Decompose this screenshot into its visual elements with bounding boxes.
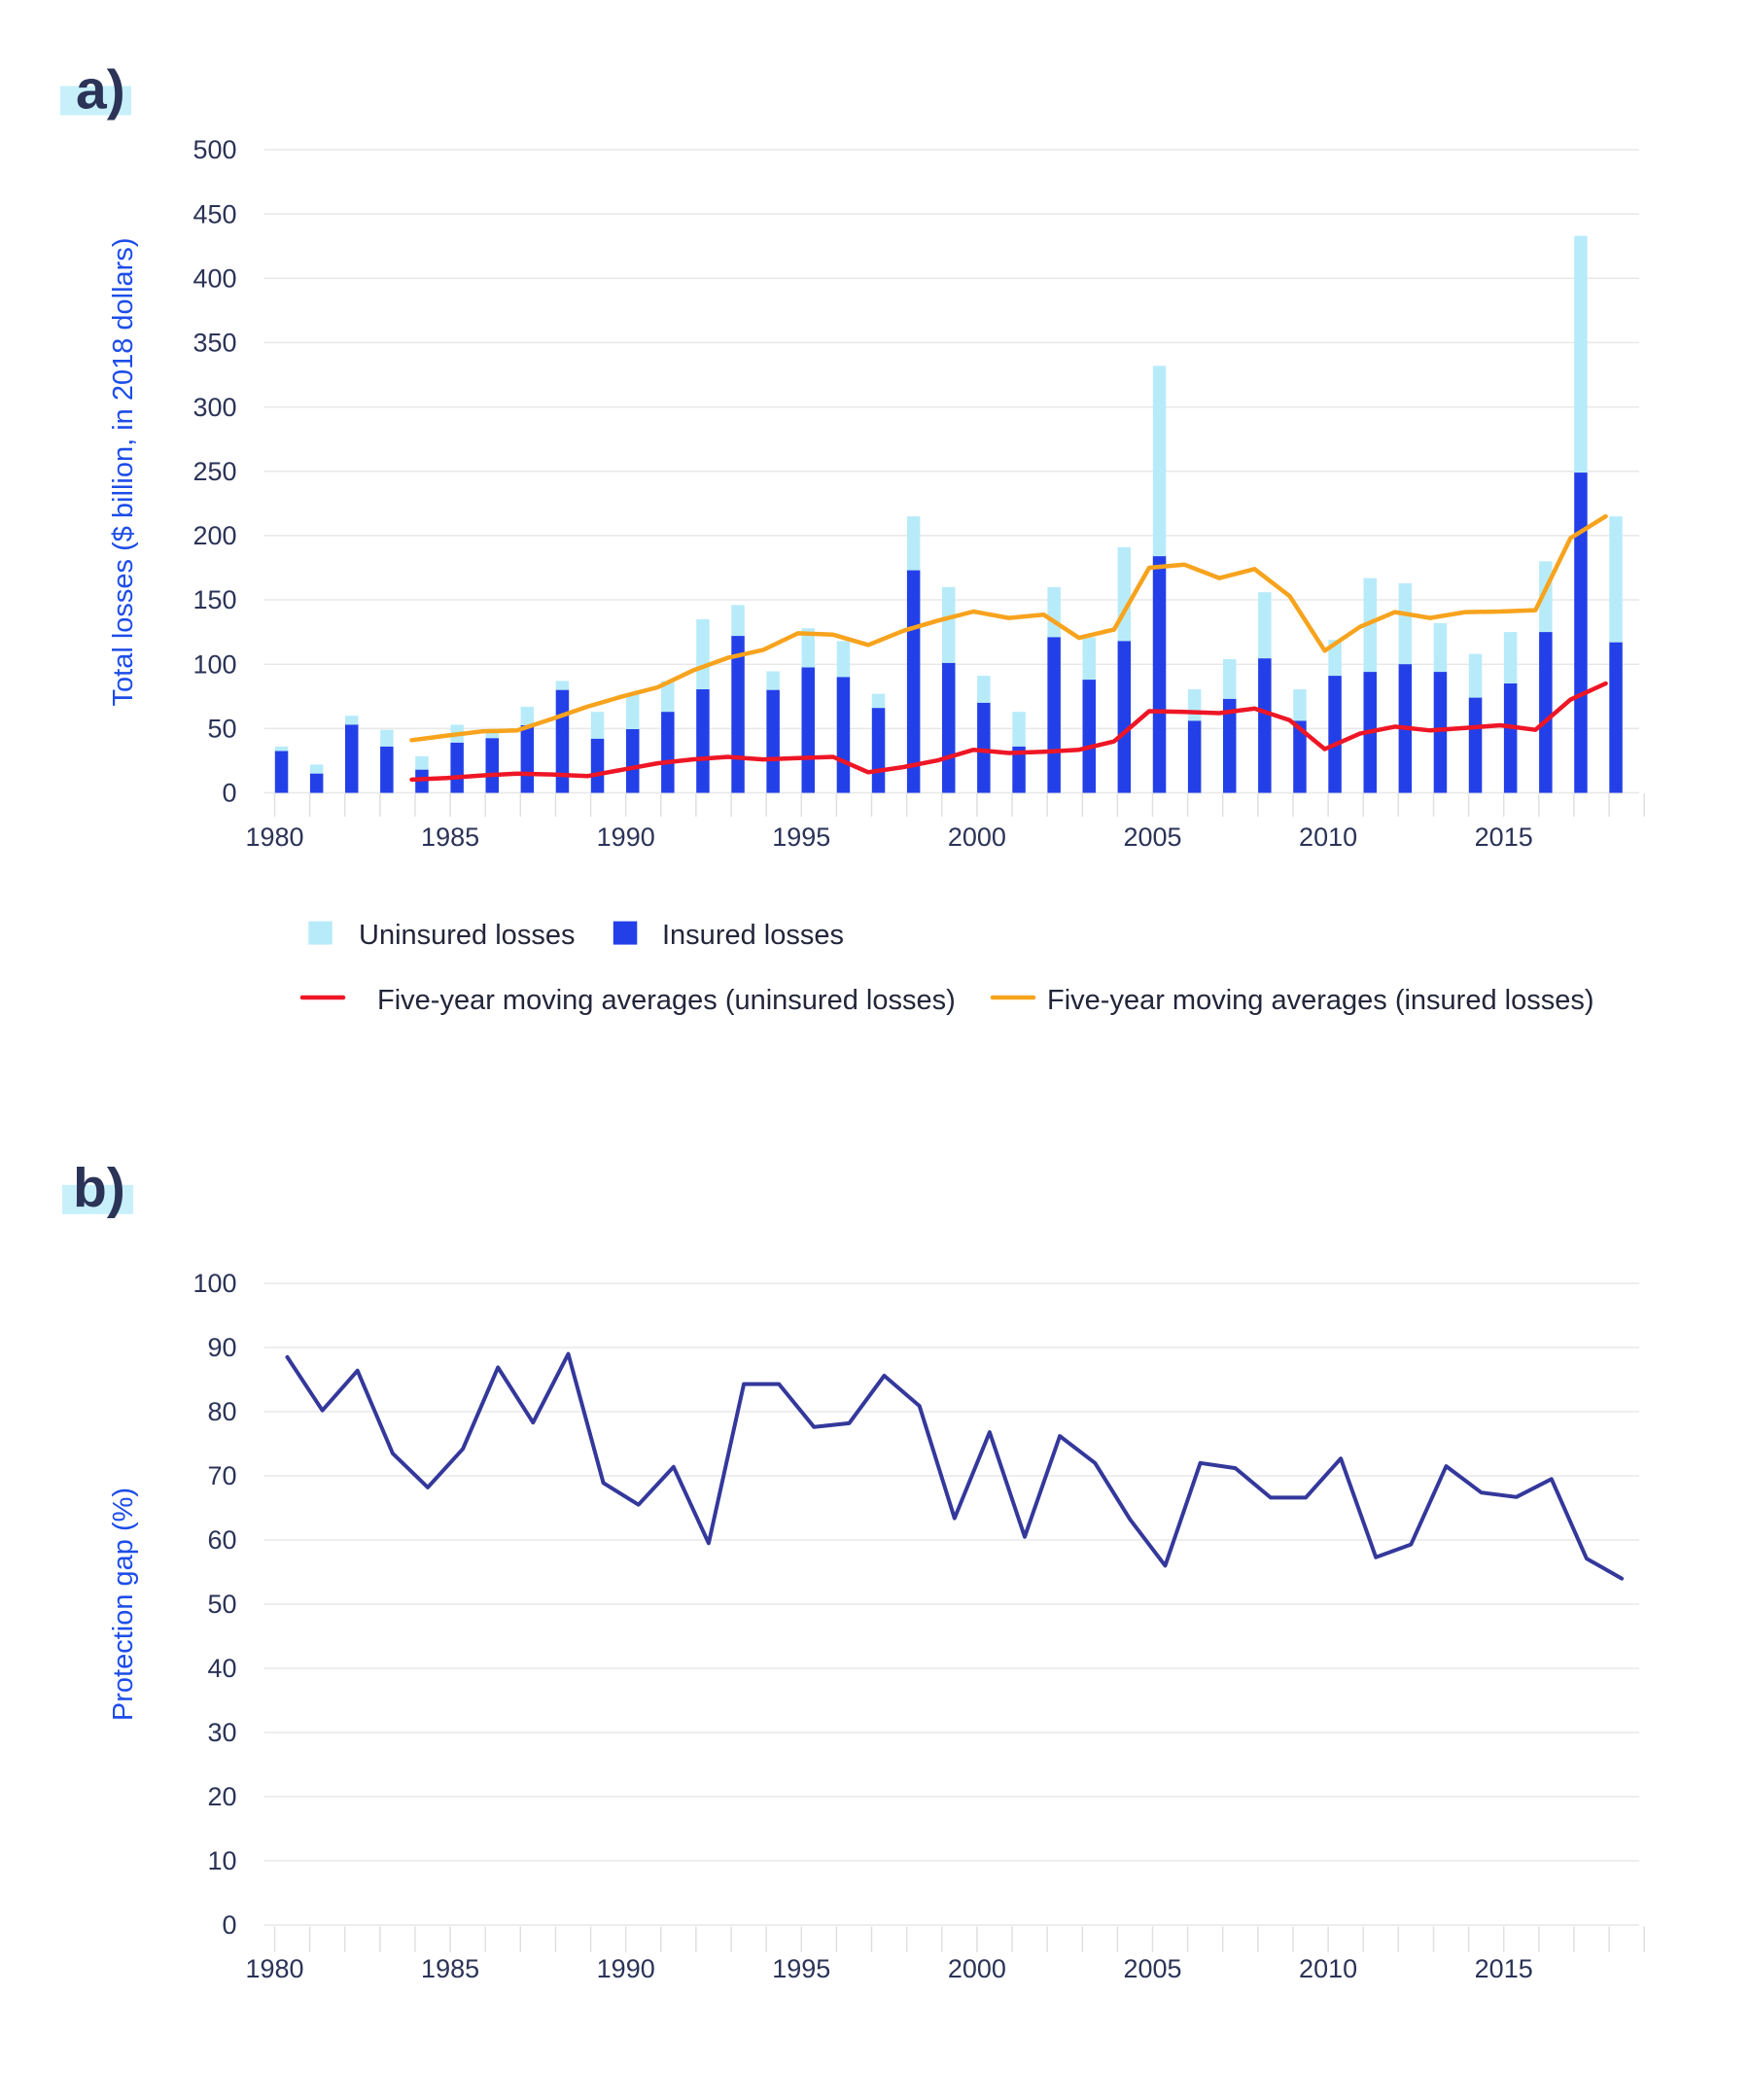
svg-text:1980: 1980 <box>245 1954 303 1983</box>
svg-text:90: 90 <box>207 1333 236 1362</box>
svg-text:a): a) <box>76 59 125 122</box>
svg-text:2005: 2005 <box>1123 822 1181 852</box>
svg-text:250: 250 <box>192 457 236 486</box>
svg-text:500: 500 <box>192 135 236 164</box>
svg-text:2005: 2005 <box>1123 1954 1181 1983</box>
svg-text:1995: 1995 <box>772 822 830 852</box>
svg-text:300: 300 <box>192 393 236 422</box>
svg-text:1985: 1985 <box>421 822 479 852</box>
svg-text:50: 50 <box>207 715 236 744</box>
svg-text:450: 450 <box>192 199 236 228</box>
svg-text:Uninsured losses: Uninsured losses <box>359 920 575 951</box>
svg-text:100: 100 <box>192 649 236 679</box>
svg-text:20: 20 <box>207 1782 236 1811</box>
svg-text:2010: 2010 <box>1299 1954 1357 1983</box>
svg-text:Insured losses: Insured losses <box>662 920 844 951</box>
svg-text:2010: 2010 <box>1299 822 1357 852</box>
svg-text:350: 350 <box>192 329 236 358</box>
svg-text:30: 30 <box>207 1718 236 1747</box>
svg-text:50: 50 <box>207 1590 236 1619</box>
svg-text:100: 100 <box>192 1269 236 1298</box>
svg-text:0: 0 <box>222 779 236 808</box>
svg-text:200: 200 <box>192 521 236 550</box>
svg-text:Five-year moving averages (uni: Five-year moving averages (uninsured los… <box>377 985 956 1016</box>
svg-text:2000: 2000 <box>948 1954 1006 1983</box>
svg-text:10: 10 <box>207 1846 236 1875</box>
svg-text:2000: 2000 <box>948 822 1006 852</box>
svg-text:Five-year moving averages (ins: Five-year moving averages (insured losse… <box>1047 985 1594 1016</box>
svg-text:1980: 1980 <box>245 822 303 852</box>
svg-text:0: 0 <box>222 1910 236 1940</box>
svg-text:80: 80 <box>207 1397 236 1426</box>
svg-text:1990: 1990 <box>597 822 655 852</box>
svg-text:b): b) <box>73 1157 125 1219</box>
svg-text:150: 150 <box>192 585 236 614</box>
svg-text:Protection gap (%): Protection gap (%) <box>108 1488 139 1721</box>
svg-text:2015: 2015 <box>1475 1954 1533 1983</box>
svg-text:1995: 1995 <box>772 1954 830 1983</box>
svg-text:1985: 1985 <box>421 1954 479 1983</box>
svg-text:Total losses ($ billion, in 20: Total losses ($ billion, in 2018 dollars… <box>108 238 139 707</box>
svg-text:40: 40 <box>207 1654 236 1683</box>
svg-text:2015: 2015 <box>1475 822 1533 852</box>
svg-text:60: 60 <box>207 1525 236 1555</box>
svg-text:70: 70 <box>207 1461 236 1490</box>
svg-text:1990: 1990 <box>597 1954 655 1983</box>
svg-text:400: 400 <box>192 264 236 294</box>
